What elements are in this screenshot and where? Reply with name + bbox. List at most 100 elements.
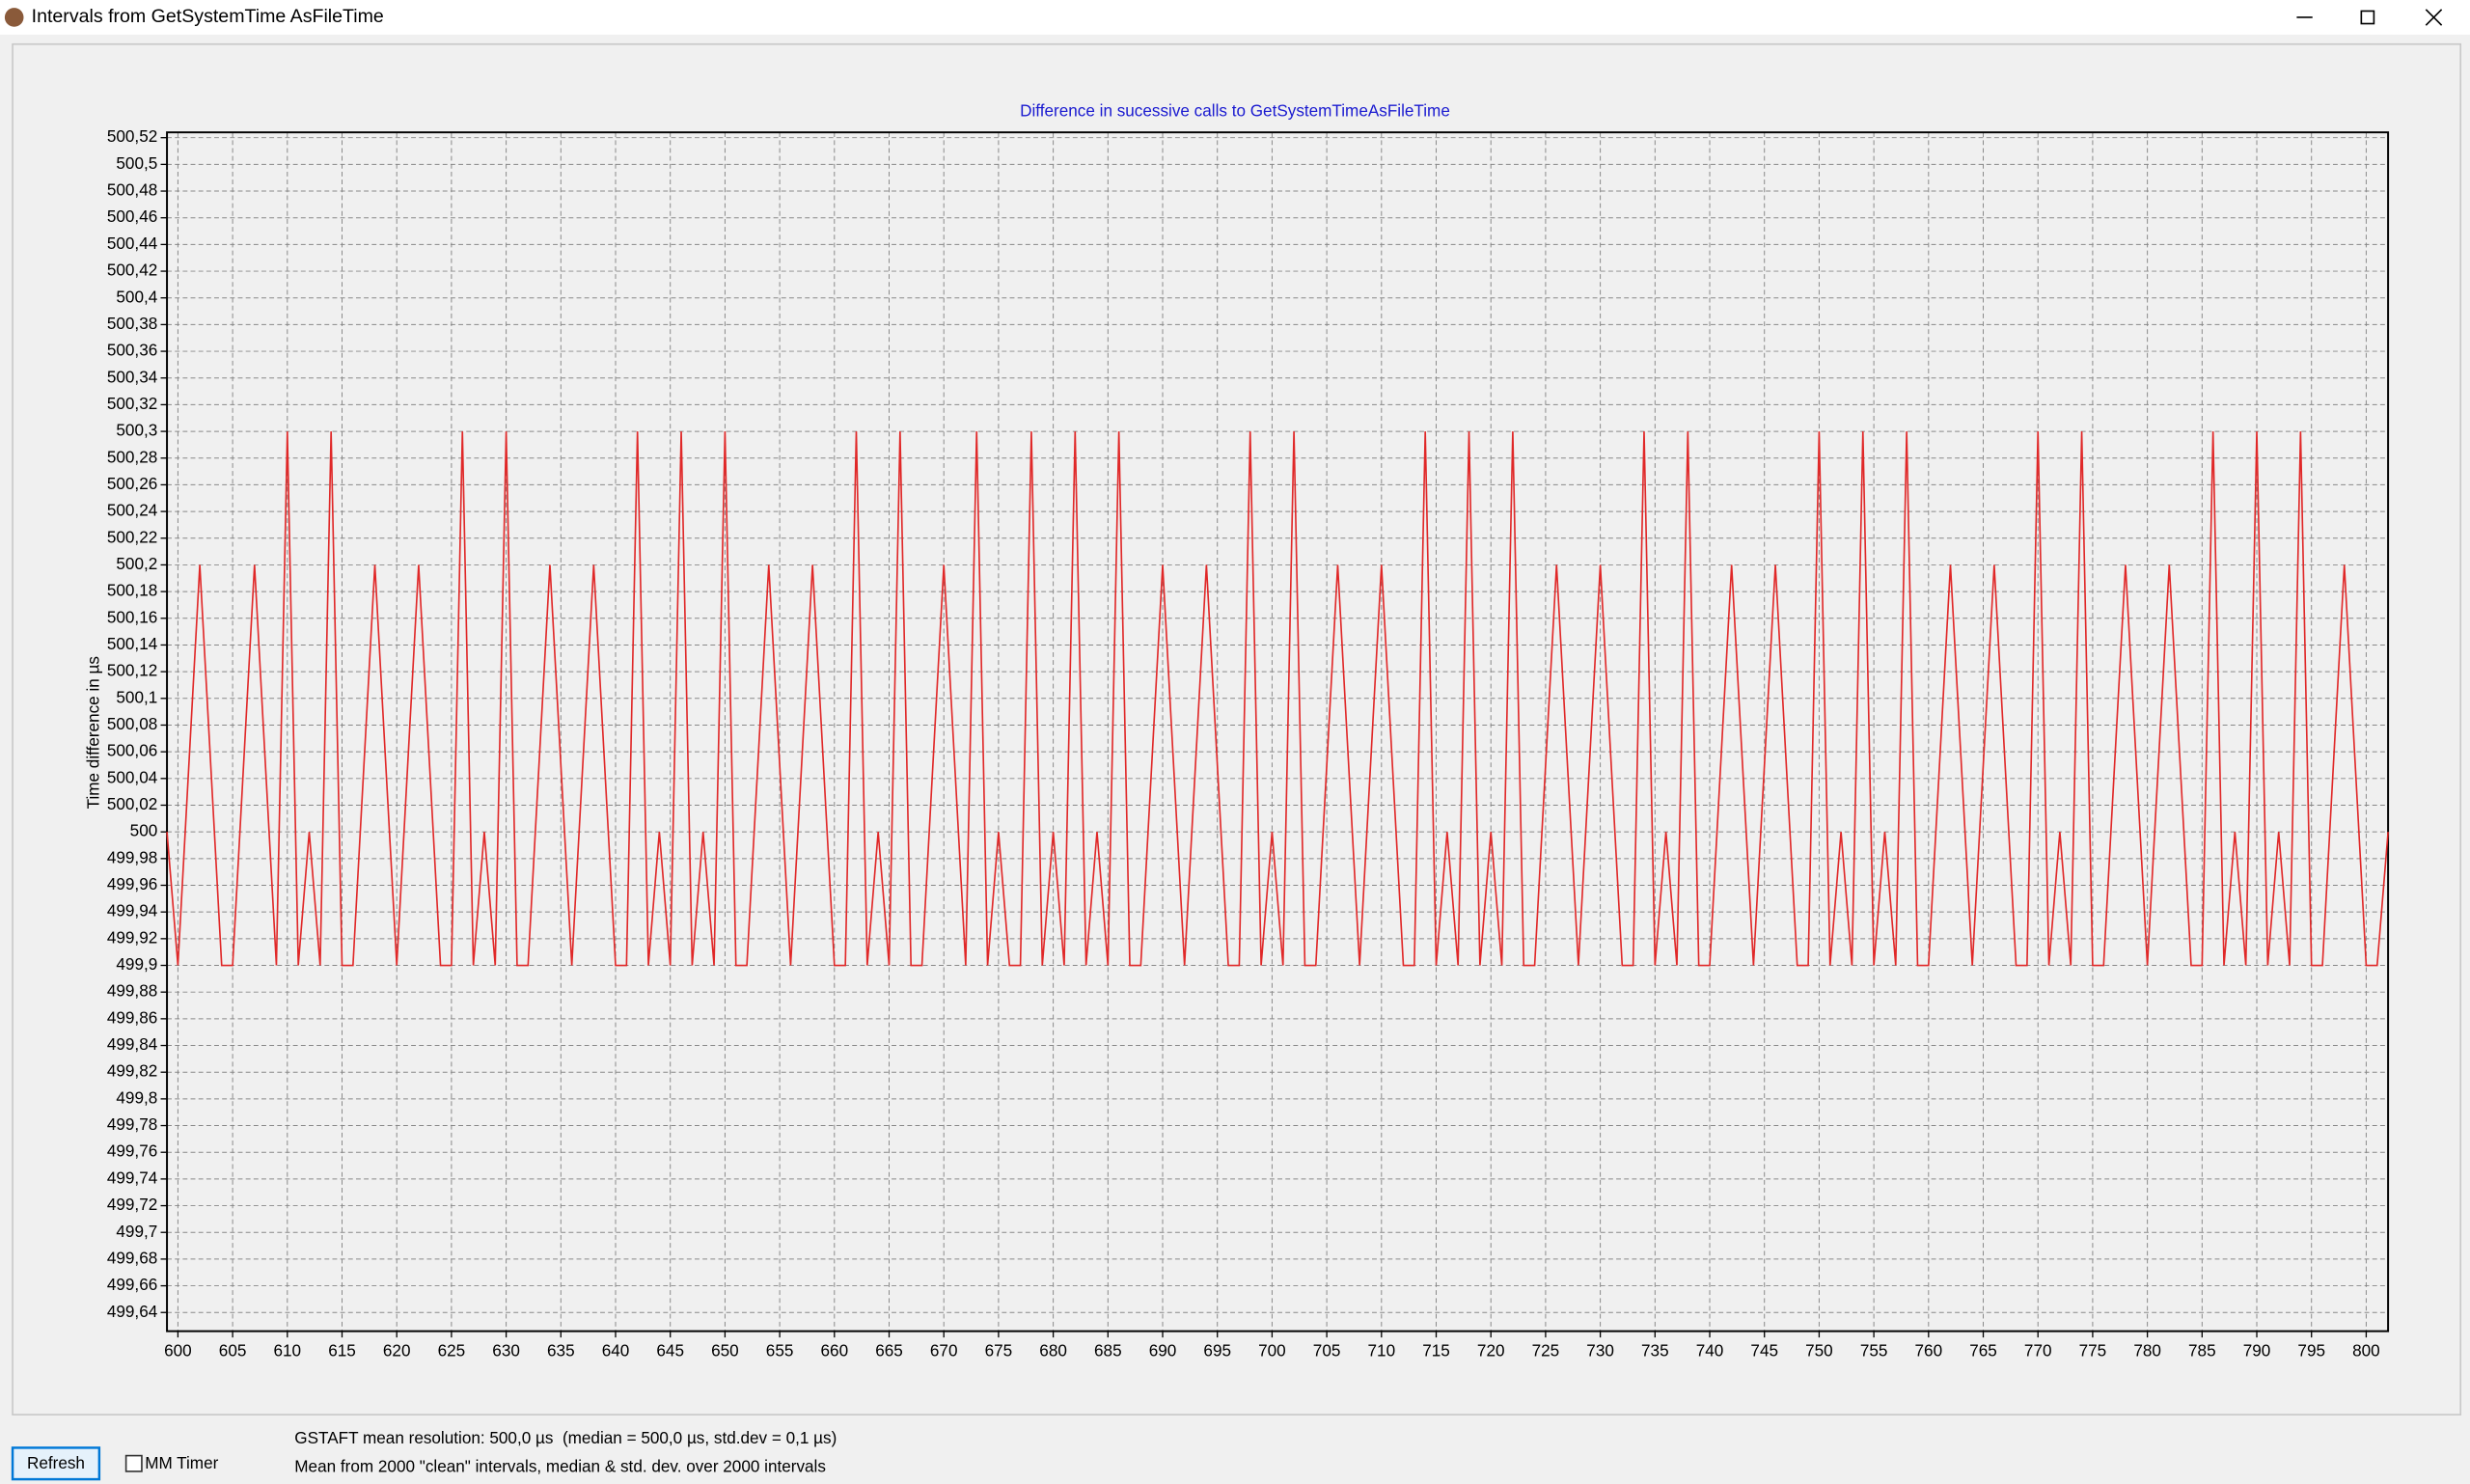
x-tick-label: 695 bbox=[1203, 1340, 1231, 1360]
y-tick-label: 500,02 bbox=[107, 794, 157, 813]
x-tick-label: 790 bbox=[2243, 1340, 2271, 1360]
y-tick-label: 500,4 bbox=[116, 287, 157, 306]
y-tick-label: 499,86 bbox=[107, 1007, 157, 1027]
y-tick-label: 500,48 bbox=[107, 180, 157, 200]
x-tick-label: 715 bbox=[1422, 1340, 1450, 1360]
y-tick-label: 499,88 bbox=[107, 981, 157, 1001]
x-tick-label: 760 bbox=[1915, 1340, 1943, 1360]
y-tick-label: 499,76 bbox=[107, 1141, 157, 1161]
y-tick-label: 499,82 bbox=[107, 1061, 157, 1081]
x-tick-label: 650 bbox=[711, 1340, 739, 1360]
y-tick-label: 500 bbox=[130, 821, 158, 840]
x-tick-label: 645 bbox=[656, 1340, 684, 1360]
y-tick-label: 499,84 bbox=[107, 1034, 158, 1054]
restore-button[interactable] bbox=[2360, 10, 2375, 25]
app-icon bbox=[4, 8, 24, 27]
y-tick-label: 499,92 bbox=[107, 927, 157, 947]
x-tick-label: 730 bbox=[1586, 1340, 1614, 1360]
x-tick-label: 685 bbox=[1094, 1340, 1122, 1360]
x-tick-label: 780 bbox=[2133, 1340, 2161, 1360]
y-tick-label: 499,74 bbox=[107, 1168, 158, 1187]
y-tick-label: 500,46 bbox=[107, 206, 157, 226]
x-tick-label: 675 bbox=[985, 1340, 1013, 1360]
y-tick-label: 500,34 bbox=[107, 367, 158, 386]
y-tick-label: 500,12 bbox=[107, 661, 157, 680]
y-tick-label: 500,22 bbox=[107, 527, 157, 546]
x-tick-label: 670 bbox=[930, 1340, 958, 1360]
x-tick-label: 705 bbox=[1313, 1340, 1341, 1360]
y-tick-label: 500,04 bbox=[107, 767, 158, 786]
x-tick-label: 735 bbox=[1641, 1340, 1669, 1360]
x-tick-label: 690 bbox=[1149, 1340, 1177, 1360]
y-tick-label: 500,52 bbox=[107, 126, 157, 146]
x-tick-label: 630 bbox=[492, 1340, 520, 1360]
plot-frame bbox=[166, 131, 2390, 1333]
x-tick-label: 795 bbox=[2297, 1340, 2325, 1360]
y-tick-label: 499,68 bbox=[107, 1248, 157, 1267]
title-bar bbox=[0, 0, 2470, 35]
x-tick-label: 700 bbox=[1258, 1340, 1286, 1360]
y-tick-label: 500,38 bbox=[107, 314, 157, 333]
x-tick-label: 710 bbox=[1368, 1340, 1396, 1360]
y-tick-label: 500,18 bbox=[107, 581, 157, 600]
x-tick-label: 605 bbox=[219, 1340, 247, 1360]
mm-timer-checkbox[interactable] bbox=[124, 1454, 143, 1472]
x-tick-label: 635 bbox=[547, 1340, 575, 1360]
y-tick-label: 499,7 bbox=[116, 1222, 157, 1241]
x-tick-label: 755 bbox=[1860, 1340, 1888, 1360]
y-tick-label: 500,08 bbox=[107, 714, 157, 733]
x-tick-label: 785 bbox=[2188, 1340, 2216, 1360]
x-tick-label: 600 bbox=[164, 1340, 192, 1360]
y-tick-label: 499,64 bbox=[107, 1302, 158, 1321]
x-tick-label: 800 bbox=[2352, 1340, 2380, 1360]
mm-timer-label[interactable]: MM Timer bbox=[145, 1453, 218, 1472]
y-tick-label: 500,26 bbox=[107, 474, 157, 493]
y-axis-label: Time difference in µs bbox=[83, 656, 102, 809]
status-line: Mean from 2000 "clean" intervals, median… bbox=[294, 1456, 826, 1475]
status-line: GSTAFT mean resolution: 500,0 µs (median… bbox=[294, 1428, 837, 1447]
y-tick-label: 499,94 bbox=[107, 901, 158, 921]
x-tick-label: 770 bbox=[2024, 1340, 2052, 1360]
y-tick-label: 500,32 bbox=[107, 394, 157, 413]
y-tick-label: 499,78 bbox=[107, 1114, 157, 1134]
close-button[interactable] bbox=[2425, 9, 2443, 26]
y-tick-label: 500,1 bbox=[116, 687, 157, 706]
x-tick-label: 740 bbox=[1696, 1340, 1724, 1360]
x-tick-label: 750 bbox=[1805, 1340, 1833, 1360]
x-tick-label: 720 bbox=[1477, 1340, 1505, 1360]
refresh-label[interactable]: Refresh bbox=[27, 1453, 85, 1472]
y-tick-label: 500,2 bbox=[116, 554, 157, 573]
window-title: Intervals from GetSystemTime AsFileTime bbox=[32, 6, 384, 27]
y-tick-label: 500,36 bbox=[107, 341, 157, 360]
x-tick-label: 655 bbox=[766, 1340, 794, 1360]
x-tick-label: 640 bbox=[602, 1340, 630, 1360]
x-tick-label: 775 bbox=[2079, 1340, 2107, 1360]
data-line bbox=[166, 431, 2389, 967]
x-tick-label: 660 bbox=[821, 1340, 849, 1360]
x-tick-label: 615 bbox=[328, 1340, 356, 1360]
y-tick-label: 500,14 bbox=[107, 634, 158, 653]
y-tick-label: 500,44 bbox=[107, 234, 158, 253]
y-tick-label: 500,42 bbox=[107, 261, 157, 280]
y-tick-label: 500,16 bbox=[107, 607, 157, 626]
chart-title: Difference in sucessive calls to GetSyst… bbox=[1020, 100, 1450, 120]
plot-area bbox=[167, 132, 2389, 1332]
y-tick-label: 499,8 bbox=[116, 1087, 157, 1107]
x-tick-label: 665 bbox=[875, 1340, 903, 1360]
y-tick-label: 499,9 bbox=[116, 954, 157, 974]
x-tick-label: 725 bbox=[1532, 1340, 1560, 1360]
y-tick-label: 500,06 bbox=[107, 741, 157, 760]
x-tick-label: 680 bbox=[1039, 1340, 1067, 1360]
y-tick-label: 499,98 bbox=[107, 847, 157, 866]
x-tick-label: 765 bbox=[1969, 1340, 1997, 1360]
y-tick-label: 499,66 bbox=[107, 1275, 157, 1294]
y-tick-label: 499,72 bbox=[107, 1195, 157, 1214]
refresh-button[interactable] bbox=[11, 1446, 101, 1481]
x-tick-label: 620 bbox=[383, 1340, 411, 1360]
x-tick-label: 625 bbox=[438, 1340, 466, 1360]
plot: 499,64 499,66 499,68 499,7 499,72 499,74 499,7… bbox=[107, 126, 2390, 1360]
y-tick-label: 500,3 bbox=[116, 421, 157, 440]
y-tick-label: 500,24 bbox=[107, 501, 158, 520]
